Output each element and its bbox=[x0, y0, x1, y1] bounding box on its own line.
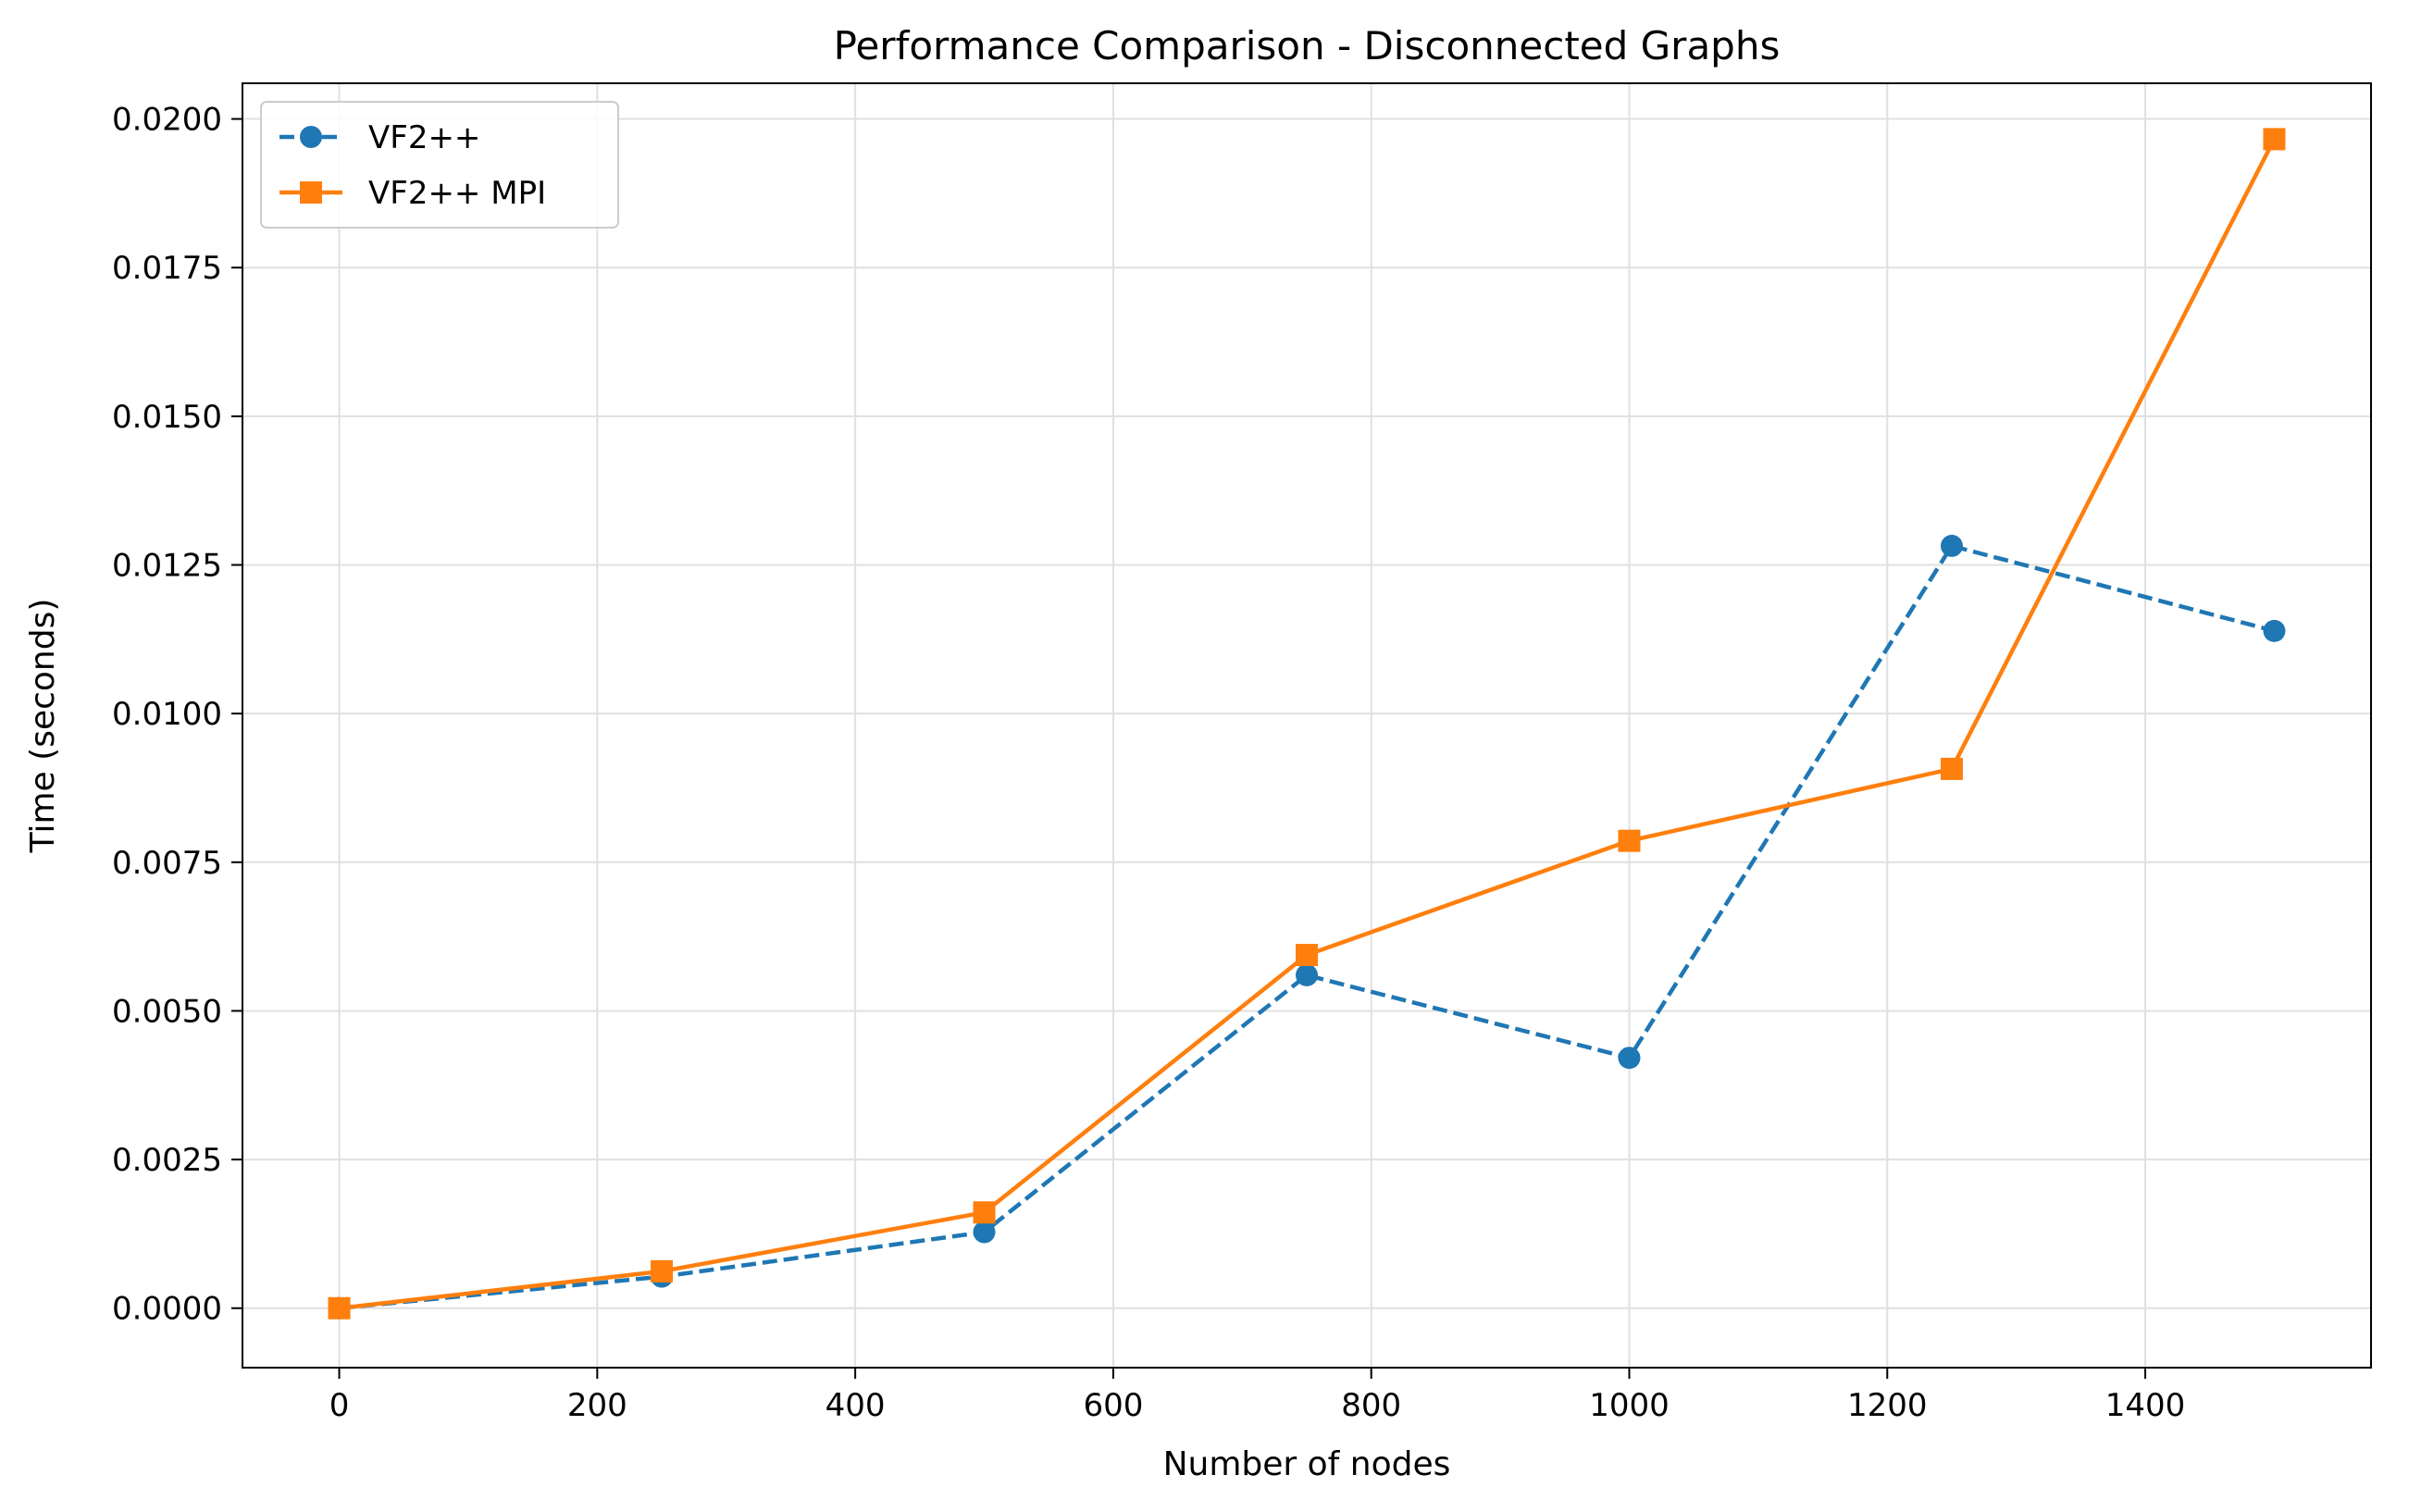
legend-label: VF2++ MPI bbox=[368, 175, 546, 212]
data-point bbox=[651, 1259, 674, 1283]
data-point bbox=[2263, 619, 2286, 642]
y-axis-title: Time (seconds) bbox=[24, 599, 62, 854]
data-point bbox=[1940, 534, 1963, 557]
y-tick-label: 0.0150 bbox=[112, 399, 222, 436]
x-tick-label: 200 bbox=[567, 1387, 627, 1424]
plot-frame bbox=[242, 82, 2372, 1369]
y-tick-label: 0.0175 bbox=[112, 250, 222, 287]
legend-box bbox=[260, 101, 619, 229]
chart-title: Performance Comparison - Disconnected Gr… bbox=[834, 23, 1781, 68]
x-tick-label: 400 bbox=[826, 1387, 886, 1424]
y-tick-label: 0.0075 bbox=[112, 845, 222, 882]
legend-marker bbox=[300, 126, 322, 148]
y-tick-label: 0.0050 bbox=[112, 993, 222, 1030]
legend-label: VF2++ bbox=[368, 119, 480, 156]
legend-entry: VF2++ MPI bbox=[279, 175, 546, 212]
data-point bbox=[1618, 1047, 1641, 1070]
x-axis-title: Number of nodes bbox=[1163, 1445, 1451, 1483]
y-tick-label: 0.0000 bbox=[112, 1291, 222, 1328]
y-tick-label: 0.0125 bbox=[112, 548, 222, 585]
x-tick-label: 1000 bbox=[1589, 1387, 1670, 1424]
data-point bbox=[1618, 829, 1641, 852]
data-point bbox=[2263, 128, 2286, 151]
legend: VF2++ VF2++ MPI bbox=[260, 101, 619, 229]
y-axis: 0.0000 0.0025 0.0050 0.0075 0.0100 0.0125 0.01… bbox=[112, 102, 242, 1328]
x-tick-label: 600 bbox=[1083, 1387, 1143, 1424]
grid bbox=[242, 83, 2371, 1368]
data-point bbox=[1296, 944, 1318, 967]
data-point bbox=[328, 1296, 351, 1320]
data-point bbox=[1940, 757, 1963, 780]
series-1 bbox=[328, 128, 2286, 1320]
data-point bbox=[973, 1201, 996, 1224]
data-point bbox=[1296, 963, 1318, 986]
data-point bbox=[973, 1221, 996, 1244]
x-tick-label: 1200 bbox=[1847, 1387, 1928, 1424]
y-tick-label: 0.0200 bbox=[112, 102, 222, 139]
y-tick-label: 0.0100 bbox=[112, 696, 222, 733]
x-axis: 0 200 400 600 800 1000 1200 1400 bbox=[329, 1368, 2186, 1424]
legend-marker bbox=[300, 181, 322, 204]
legend-entry: VF2++ bbox=[279, 119, 480, 156]
series-layer bbox=[328, 128, 2286, 1320]
x-tick-label: 0 bbox=[329, 1387, 350, 1424]
x-tick-label: 1400 bbox=[2105, 1387, 2186, 1424]
x-tick-label: 800 bbox=[1341, 1387, 1401, 1424]
y-tick-label: 0.0025 bbox=[112, 1142, 222, 1179]
